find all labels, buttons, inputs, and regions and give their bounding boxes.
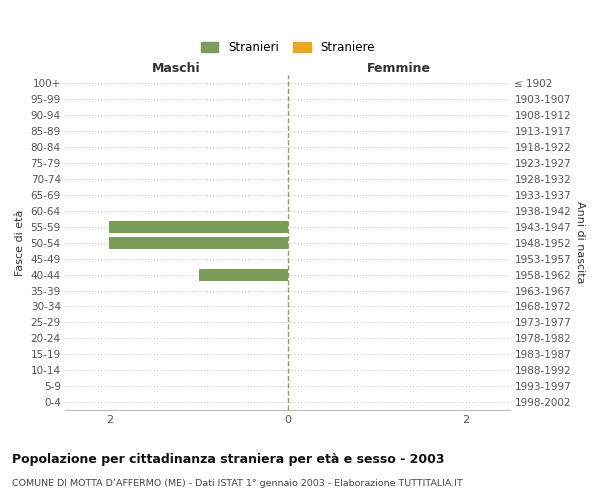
- Bar: [109, 221, 287, 233]
- Bar: [109, 236, 287, 248]
- Y-axis label: Fasce di età: Fasce di età: [15, 210, 25, 276]
- Bar: [199, 268, 287, 280]
- Text: Maschi: Maschi: [152, 62, 200, 76]
- Y-axis label: Anni di nascita: Anni di nascita: [575, 202, 585, 284]
- Text: Femmine: Femmine: [367, 62, 431, 76]
- Legend: Stranieri, Straniere: Stranieri, Straniere: [200, 41, 374, 54]
- Text: COMUNE DI MOTTA D’AFFERMO (ME) - Dati ISTAT 1° gennaio 2003 - Elaborazione TUTTI: COMUNE DI MOTTA D’AFFERMO (ME) - Dati IS…: [12, 479, 463, 488]
- Text: Popolazione per cittadinanza straniera per età e sesso - 2003: Popolazione per cittadinanza straniera p…: [12, 452, 445, 466]
